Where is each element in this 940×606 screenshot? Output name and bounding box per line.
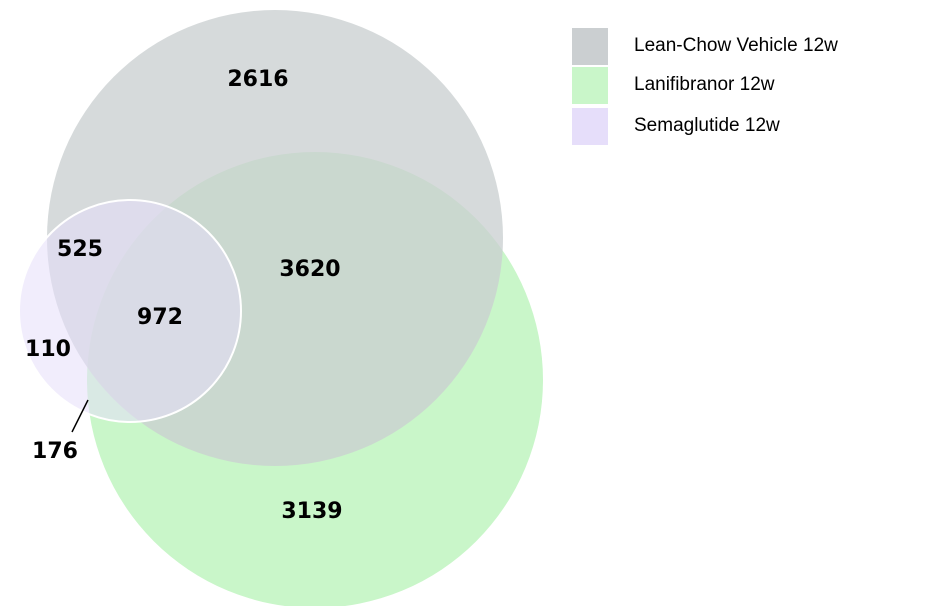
set-circle [18,199,242,423]
legend-label: Semaglutide 12w [634,115,780,136]
region-count: 3620 [279,257,340,282]
leader-line [71,399,89,433]
region-count: 110 [25,337,71,362]
region-count: 525 [57,237,103,262]
legend-swatch [572,108,608,145]
region-count: 2616 [227,67,288,92]
legend-label: Lanifibranor 12w [634,74,775,95]
legend-label: Lean-Chow Vehicle 12w [634,35,838,56]
legend-swatch [572,28,608,65]
region-count: 972 [137,305,183,330]
region-count: 176 [32,439,78,464]
legend-swatch [572,67,608,104]
region-count: 3139 [281,499,342,524]
